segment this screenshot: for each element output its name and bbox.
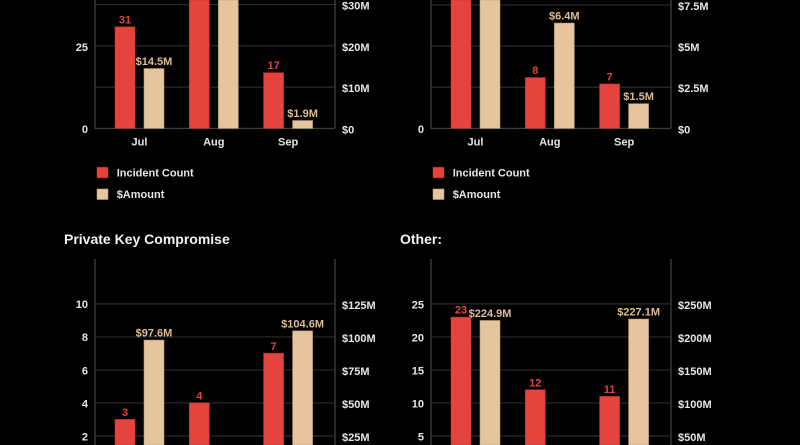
right-axis-tick-label: $150M	[678, 366, 712, 378]
amount-data-label: $6.4M	[549, 11, 580, 23]
legend-swatch-amount	[432, 188, 445, 200]
right-axis-tick-label: $20M	[342, 42, 370, 54]
right-axis-tick-label: $7.5M	[678, 1, 709, 13]
chart-title: Private Key Compromise	[64, 231, 230, 247]
chart-4: Other: 5 10 15 20 25 $50M $100M $150M $200M $250M 2…	[400, 231, 712, 445]
right-axis-tick-label: $200M	[678, 333, 712, 345]
left-axis-tick-label: 25	[412, 299, 424, 311]
x-axis-category-label: Sep	[278, 137, 298, 149]
x-axis-category-label: Jul	[132, 137, 148, 149]
incident-count-data-label: 17	[267, 60, 279, 72]
chart-3: Private Key Compromise 2 4 6 8 10 $25M $50M $75M…	[64, 231, 376, 445]
left-axis-tick-label: 25	[76, 42, 88, 54]
incident-count-data-label: 4	[196, 390, 203, 402]
right-axis-tick-label: $30M	[342, 1, 370, 13]
amount-data-label: $1.5M	[623, 91, 654, 103]
chart-2: 0 $0 $2.5M $5M $7.5M Jul Aug 8 $6.4M Sep 7 $1.5M Inc…	[418, 0, 709, 201]
incident-count-bar	[599, 83, 620, 129]
amount-bar	[217, 0, 239, 129]
incident-count-bar	[114, 418, 136, 445]
right-axis-tick-label: $10M	[342, 83, 370, 95]
incident-count-bar	[524, 77, 546, 129]
incident-count-data-label: 31	[119, 14, 131, 26]
incident-count-bar	[263, 72, 285, 129]
right-axis-tick-label: $50M	[678, 432, 706, 444]
chart-1: 0 25 $0 $10M $20M $30M Jul 31 $14.5M Aug Sep 17 $1.9…	[76, 0, 370, 201]
amount-bar	[628, 103, 649, 129]
x-axis-category-label: Aug	[203, 137, 224, 149]
right-axis-tick-label: $75M	[342, 366, 370, 378]
incident-count-data-label: 8	[532, 65, 538, 77]
incident-count-data-label: 11	[604, 384, 616, 396]
incident-count-bar	[188, 0, 210, 129]
legend-label-amount: $Amount	[453, 189, 501, 201]
right-axis-tick-label: $125M	[342, 300, 376, 312]
incident-count-bar	[524, 389, 546, 445]
incident-count-data-label: 7	[607, 71, 613, 83]
chart-title: Other:	[400, 231, 442, 247]
incident-count-bar	[599, 395, 620, 445]
legend-swatch-incident-count	[432, 166, 445, 179]
legend-swatch-amount	[96, 188, 109, 200]
legend-label-amount: $Amount	[117, 189, 165, 201]
right-axis-tick-label: $100M	[678, 399, 712, 411]
amount-bar	[628, 318, 649, 445]
amount-data-label: $97.6M	[136, 328, 173, 340]
incident-count-bar	[263, 352, 285, 445]
left-axis-tick-label: 20	[412, 332, 424, 344]
amount-data-label: $227.1M	[617, 307, 660, 319]
amount-bar	[553, 22, 575, 129]
legend-swatch-incident-count	[96, 166, 109, 179]
incident-count-data-label: 3	[122, 407, 128, 419]
right-axis-tick-label: $0	[342, 124, 354, 136]
amount-bar	[143, 68, 165, 129]
amount-bar	[479, 320, 501, 445]
amount-data-label: $1.9M	[287, 108, 318, 120]
incident-count-bar	[450, 0, 472, 129]
right-axis-tick-label: $50M	[342, 399, 370, 411]
legend-label-incident-count: Incident Count	[453, 168, 530, 180]
incident-count-bar	[114, 26, 136, 129]
left-axis-tick-label: 5	[418, 431, 424, 443]
left-axis-tick-label: 10	[412, 398, 424, 410]
left-axis-tick-label: 4	[82, 398, 89, 410]
amount-data-label: $14.5M	[136, 56, 173, 68]
right-axis-tick-label: $100M	[342, 333, 376, 345]
left-axis-tick-label: 6	[82, 365, 88, 377]
amount-data-label: $224.9M	[469, 308, 512, 320]
amount-bar	[479, 0, 501, 129]
x-axis-category-label: Sep	[614, 137, 634, 149]
right-axis-tick-label: $5M	[678, 42, 699, 54]
incident-count-data-label: 7	[271, 341, 277, 353]
amount-bar	[292, 330, 314, 445]
incident-count-data-label: 23	[455, 305, 467, 317]
left-axis-tick-label: 8	[82, 332, 88, 344]
left-axis-tick-label: 10	[76, 299, 88, 311]
incident-count-data-label: 12	[529, 377, 541, 389]
left-axis-tick-label: 15	[412, 365, 424, 377]
amount-bar	[292, 120, 314, 129]
left-axis-tick-label: 0	[82, 124, 88, 136]
left-axis-tick-label: 2	[82, 431, 88, 443]
right-axis-tick-label: $0	[678, 124, 690, 136]
left-axis-tick-label: 0	[418, 124, 424, 136]
right-axis-tick-label: $2.5M	[678, 83, 709, 95]
right-axis-tick-label: $25M	[342, 432, 370, 444]
legend-label-incident-count: Incident Count	[117, 168, 194, 180]
incident-count-bar	[188, 402, 210, 445]
x-axis-category-label: Jul	[468, 137, 484, 149]
right-axis-tick-label: $250M	[678, 300, 712, 312]
incident-count-bar	[450, 316, 472, 445]
amount-data-label: $104.6M	[281, 318, 324, 330]
amount-bar	[143, 339, 165, 445]
x-axis-category-label: Aug	[539, 137, 560, 149]
